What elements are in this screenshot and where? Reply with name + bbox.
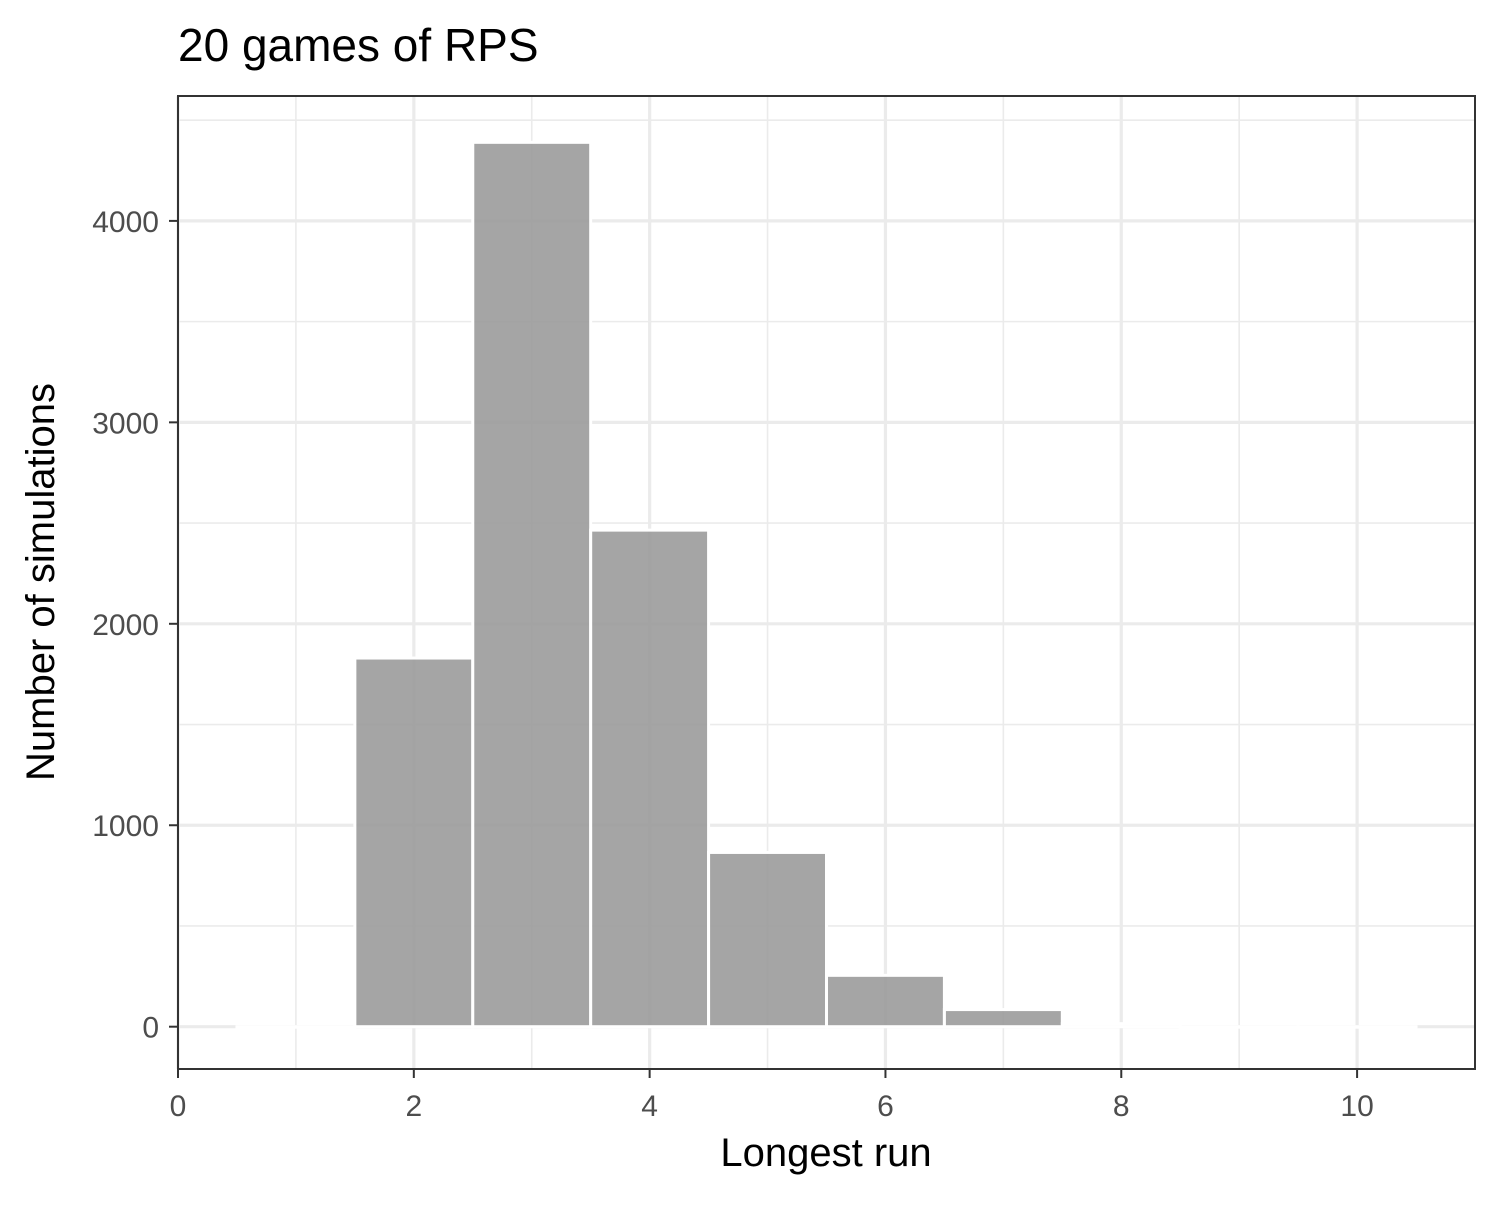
x-tick-label-3: 6 (877, 1090, 894, 1123)
bar-9 (1178, 1025, 1300, 1029)
bar-8 (1060, 1022, 1182, 1029)
x-axis: 0 2 4 6 8 10 (170, 1069, 1374, 1123)
y-tick-label-0: 0 (142, 1012, 159, 1045)
bar-2 (353, 656, 475, 1029)
x-tick-label-0: 0 (170, 1090, 187, 1123)
bar-6 (825, 973, 946, 1029)
x-tick-label-5: 10 (1340, 1090, 1373, 1123)
bar-layer (235, 140, 1418, 1029)
x-tick-label-4: 8 (1113, 1090, 1130, 1123)
y-tick-label-2: 2000 (92, 609, 159, 642)
y-axis-title: Number of simulations (19, 383, 63, 781)
bar-10 (1296, 1025, 1418, 1029)
y-tick-label-1: 1000 (92, 810, 159, 843)
chart-title: 20 games of RPS (178, 19, 539, 71)
x-tick-label-1: 2 (405, 1090, 422, 1123)
y-axis: 0 1000 2000 3000 4000 (92, 206, 178, 1045)
bar-5 (707, 850, 828, 1029)
bar-3 (471, 140, 593, 1029)
bar-7 (942, 1008, 1064, 1029)
y-tick-label-3: 3000 (92, 407, 159, 440)
bar-4 (589, 528, 711, 1029)
panel-border (177, 95, 1476, 1070)
bar-1 (235, 1025, 357, 1029)
x-tick-label-2: 4 (641, 1090, 658, 1123)
y-tick-label-4: 4000 (92, 206, 159, 239)
x-axis-title: Longest run (720, 1131, 931, 1175)
